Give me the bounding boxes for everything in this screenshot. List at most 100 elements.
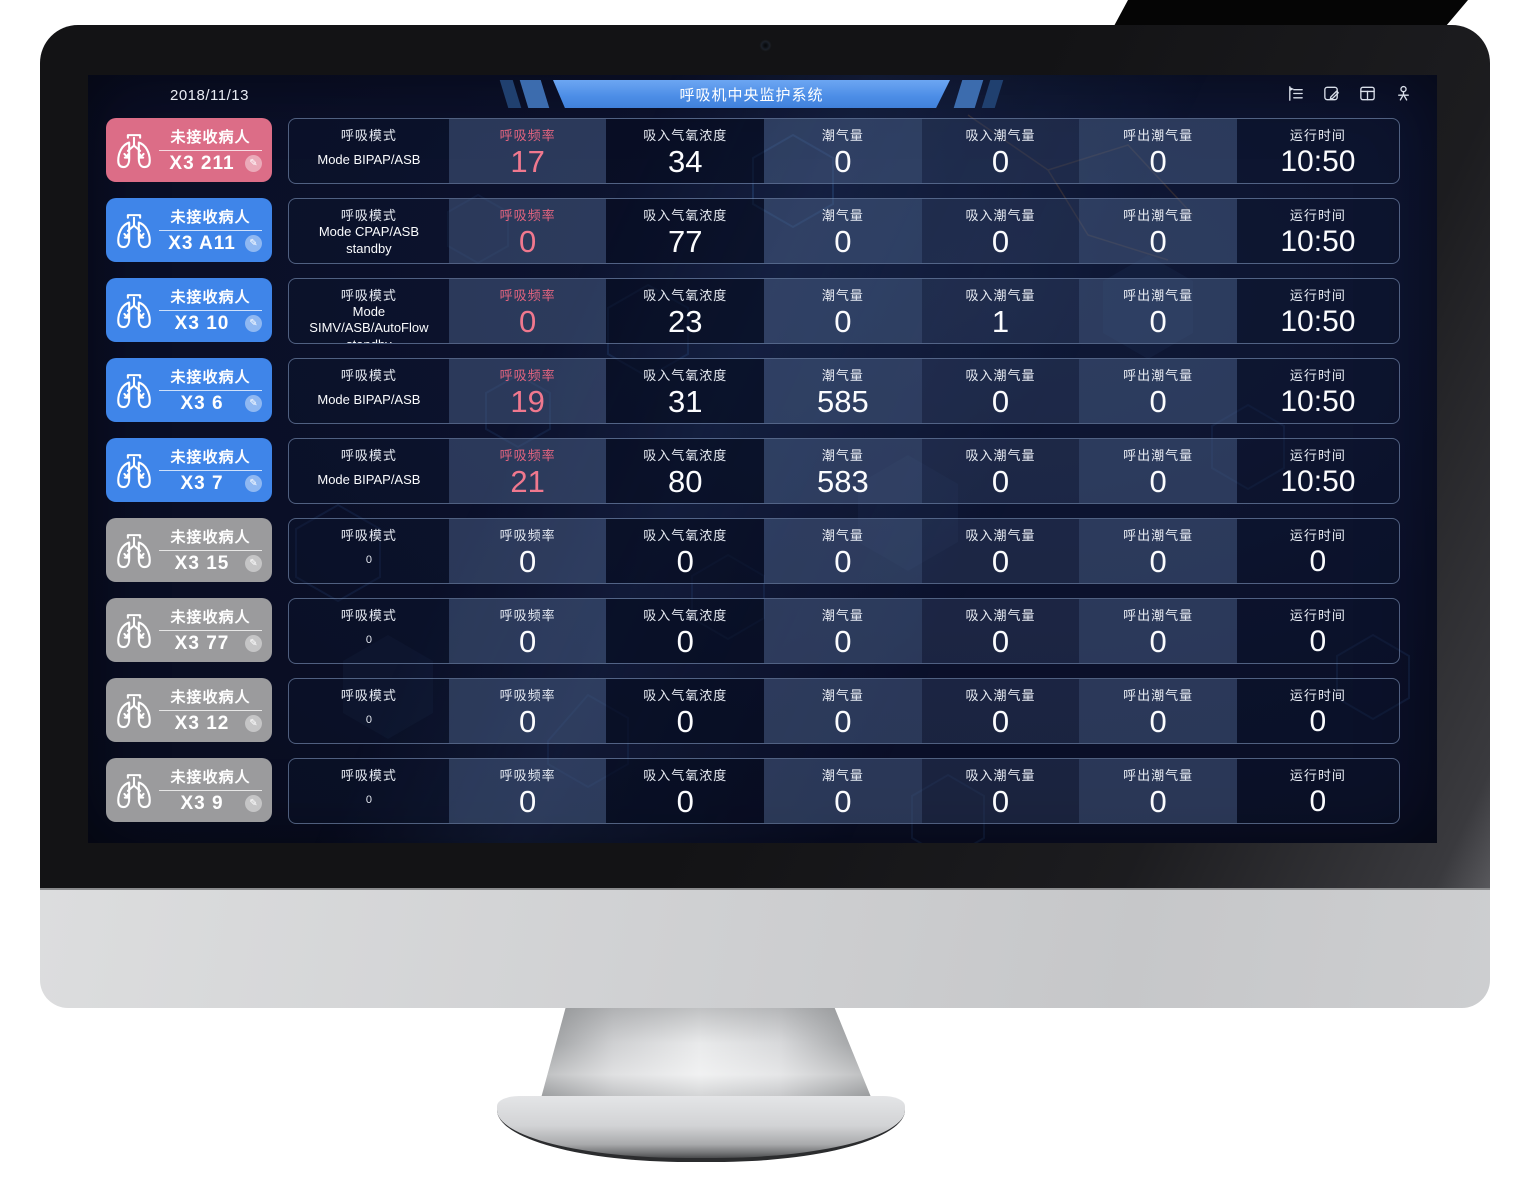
patient-row: 未接收病人 X3 211 ✎ 呼吸模式 Mode BIPAP/ASB 呼吸频率 17 吸入气氧…: [106, 118, 1400, 184]
vitals-table: 呼吸模式 Mode CPAP/ASB standby 呼吸频率 0 吸入气氧浓度 77 潮气…: [288, 198, 1400, 264]
cell-mode: 呼吸模式 Mode SIMV/ASB/AutoFlow standby: [289, 279, 449, 343]
label-insp_tidal: 吸入潮气量: [965, 288, 1036, 303]
value-exp_tidal: 0: [1149, 624, 1167, 659]
cell-insp_tidal: 吸入潮气量 0: [921, 679, 1080, 743]
vitals-table: 呼吸模式 0 呼吸频率 0 吸入气氧浓度 0 潮气量 0 吸入潮气量 0 呼出潮气量 0 运行时间 0: [288, 678, 1400, 744]
cell-exp_tidal: 呼出潮气量 0: [1079, 199, 1237, 263]
vitals-table: 呼吸模式 Mode BIPAP/ASB 呼吸频率 19 吸入气氧浓度 31 潮气量 585 吸入…: [288, 358, 1400, 424]
patient-card[interactable]: 未接收病人 X3 A11 ✎: [106, 198, 272, 262]
window-layout-icon[interactable]: [1358, 84, 1377, 103]
cell-mode: 呼吸模式 0: [289, 759, 449, 823]
label-mode: 呼吸模式: [340, 768, 397, 783]
cell-rate: 呼吸频率 0: [448, 519, 607, 583]
label-runtime: 运行时间: [1289, 528, 1346, 543]
label-exp_tidal: 呼出潮气量: [1123, 208, 1194, 223]
patient-id: X3 7: [180, 472, 224, 494]
value-runtime: 0: [1309, 784, 1327, 818]
label-runtime: 运行时间: [1289, 368, 1346, 383]
cell-fio2: 吸入气氧浓度 0: [606, 519, 765, 583]
lung-icon: [113, 768, 155, 812]
menu-collapse-icon[interactable]: [1286, 84, 1305, 103]
patient-row: 未接收病人 X3 10 ✎ 呼吸模式 Mode SIMV/ASB/AutoFlow st…: [106, 278, 1400, 344]
value-insp_tidal: 0: [991, 384, 1010, 419]
patient-card[interactable]: 未接收病人 X3 77 ✎: [106, 598, 272, 662]
value-rate: 0: [519, 784, 537, 819]
label-mode: 呼吸模式: [340, 608, 397, 623]
patient-card[interactable]: 未接收病人 X3 211 ✎: [106, 118, 272, 182]
cell-rate: 呼吸频率 0: [448, 679, 607, 743]
vitals-table: 呼吸模式 Mode SIMV/ASB/AutoFlow standby 呼吸频率 0 吸…: [288, 278, 1400, 344]
patient-row: 未接收病人 X3 7 ✎ 呼吸模式 Mode BIPAP/ASB 呼吸频率 21 吸入气氧浓度…: [106, 438, 1400, 504]
edit-pencil-icon[interactable]: ✎: [245, 715, 262, 732]
edit-pencil-icon[interactable]: ✎: [245, 315, 262, 332]
cell-tidal: 潮气量 0: [764, 199, 922, 263]
cell-insp_tidal: 吸入潮气量 0: [921, 519, 1080, 583]
label-insp_tidal: 吸入潮气量: [965, 208, 1036, 223]
patient-card[interactable]: 未接收病人 X3 9 ✎: [106, 758, 272, 822]
label-mode: 呼吸模式: [340, 368, 397, 383]
cell-tidal: 潮气量 0: [764, 119, 922, 183]
cell-runtime: 运行时间 10:50: [1237, 359, 1399, 423]
label-fio2: 吸入气氧浓度: [643, 608, 728, 623]
value-fio2: 0: [676, 704, 694, 739]
value-mode: Mode CPAP/ASB standby: [318, 224, 420, 256]
edit-pencil-icon[interactable]: ✎: [245, 235, 262, 252]
edit-pencil-icon[interactable]: ✎: [245, 555, 262, 572]
value-insp_tidal: 0: [991, 544, 1010, 579]
cell-mode: 呼吸模式 0: [289, 679, 449, 743]
cell-tidal: 潮气量 0: [764, 519, 922, 583]
label-fio2: 吸入气氧浓度: [643, 368, 728, 383]
patient-card[interactable]: 未接收病人 X3 12 ✎: [106, 678, 272, 742]
cell-exp_tidal: 呼出潮气量 0: [1079, 279, 1237, 343]
edit-pencil-icon[interactable]: ✎: [245, 155, 262, 172]
label-fio2: 吸入气氧浓度: [643, 528, 728, 543]
label-insp_tidal: 吸入潮气量: [965, 448, 1036, 463]
label-mode: 呼吸模式: [340, 208, 397, 223]
cell-rate: 呼吸频率 0: [448, 759, 607, 823]
value-mode: Mode SIMV/ASB/AutoFlow standby: [309, 304, 429, 344]
value-insp_tidal: 0: [991, 704, 1010, 739]
patient-id: X3 77: [174, 632, 230, 654]
label-exp_tidal: 呼出潮气量: [1123, 448, 1194, 463]
card-divider: [159, 709, 262, 711]
label-runtime: 运行时间: [1289, 688, 1346, 703]
app-screen: 2018/11/13 呼吸机中央监护系统: [88, 75, 1437, 843]
label-mode: 呼吸模式: [340, 128, 397, 143]
edit-pencil-icon[interactable]: ✎: [245, 475, 262, 492]
label-mode: 呼吸模式: [340, 688, 397, 703]
label-rate: 呼吸频率: [499, 688, 556, 703]
label-fio2: 吸入气氧浓度: [643, 688, 728, 703]
value-fio2: 0: [676, 544, 694, 579]
value-rate: 21: [510, 464, 545, 499]
label-rate: 呼吸频率: [499, 128, 556, 143]
patient-id: X3 15: [174, 552, 230, 574]
patient-card[interactable]: 未接收病人 X3 7 ✎: [106, 438, 272, 502]
patient-card[interactable]: 未接收病人 X3 6 ✎: [106, 358, 272, 422]
value-exp_tidal: 0: [1149, 784, 1167, 819]
label-exp_tidal: 呼出潮气量: [1123, 128, 1194, 143]
cell-insp_tidal: 吸入潮气量 0: [921, 439, 1080, 503]
cell-mode: 呼吸模式 Mode CPAP/ASB standby: [289, 199, 449, 263]
edit-pencil-icon[interactable]: ✎: [245, 395, 262, 412]
cell-exp_tidal: 呼出潮气量 0: [1079, 119, 1237, 183]
label-runtime: 运行时间: [1289, 448, 1346, 463]
patient-card[interactable]: 未接收病人 X3 10 ✎: [106, 278, 272, 342]
label-exp_tidal: 呼出潮气量: [1123, 368, 1194, 383]
cell-runtime: 运行时间 10:50: [1237, 119, 1399, 183]
value-mode: 0: [365, 793, 372, 806]
cell-mode: 呼吸模式 Mode BIPAP/ASB: [289, 439, 449, 503]
user-icon[interactable]: [1394, 84, 1413, 103]
value-exp_tidal: 0: [1149, 144, 1167, 179]
edit-pencil-icon[interactable]: ✎: [245, 795, 262, 812]
label-rate: 呼吸频率: [499, 368, 556, 383]
patient-card[interactable]: 未接收病人 X3 15 ✎: [106, 518, 272, 582]
lung-icon: [113, 688, 155, 732]
cell-mode: 呼吸模式 Mode BIPAP/ASB: [289, 359, 449, 423]
value-rate: 0: [519, 224, 537, 259]
edit-pencil-icon[interactable]: ✎: [245, 635, 262, 652]
edit-note-icon[interactable]: [1322, 84, 1341, 103]
value-rate: 0: [519, 624, 537, 659]
patient-status: 未接收病人: [170, 368, 251, 386]
cell-exp_tidal: 呼出潮气量 0: [1079, 519, 1237, 583]
label-fio2: 吸入气氧浓度: [643, 768, 728, 783]
